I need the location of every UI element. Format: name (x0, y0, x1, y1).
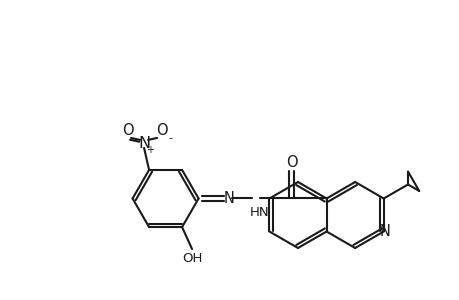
Text: N: N (223, 191, 234, 206)
Text: N: N (138, 136, 150, 152)
Text: -: - (168, 133, 172, 143)
Text: +: + (146, 145, 154, 155)
Text: O: O (156, 123, 168, 138)
Text: O: O (285, 155, 297, 170)
Text: OH: OH (181, 252, 202, 265)
Text: N: N (379, 224, 389, 239)
Text: HN: HN (249, 206, 269, 218)
Text: O: O (122, 123, 134, 138)
